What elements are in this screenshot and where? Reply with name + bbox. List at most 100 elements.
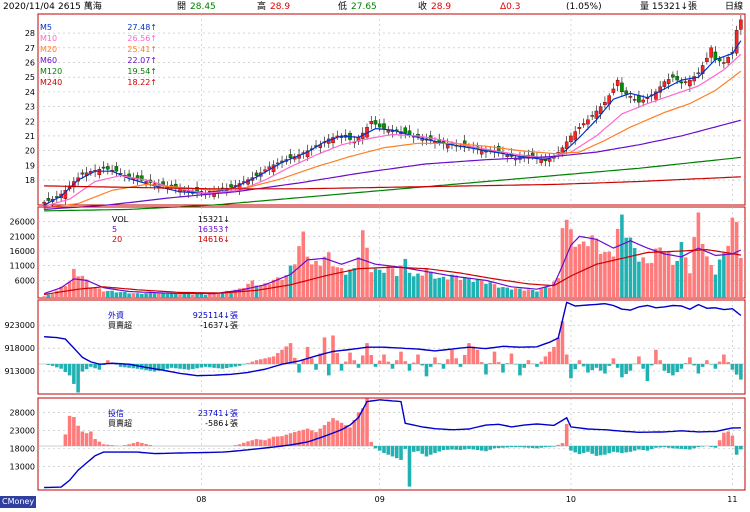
- volume-bar-up: [259, 285, 263, 298]
- sell-bar: [407, 446, 412, 487]
- flow-legend-name: 買賣超: [108, 320, 132, 330]
- buy-bar: [437, 363, 442, 364]
- candle-down: [229, 184, 233, 188]
- sell-bar: [165, 364, 170, 369]
- buy-bar: [331, 335, 335, 364]
- sell-bar: [377, 446, 382, 451]
- candle-up: [632, 99, 637, 101]
- sell-bar: [93, 364, 97, 369]
- sell-bar: [80, 364, 85, 372]
- buy-bar: [67, 415, 72, 446]
- candle-down: [496, 145, 501, 153]
- candle-up: [586, 119, 590, 125]
- buy-bar: [726, 431, 730, 446]
- candle-up: [569, 135, 573, 143]
- volume-bar-up: [730, 217, 735, 298]
- volume-bar-down: [182, 293, 187, 298]
- volume-bar-up: [560, 228, 565, 298]
- volume-bar-up: [322, 256, 327, 298]
- legend-m5-value: 27.48↑: [127, 23, 157, 32]
- sell-bar: [178, 364, 182, 369]
- volume-bar-down: [229, 291, 233, 298]
- volume-bar-down: [203, 294, 208, 298]
- buy-bar: [276, 436, 280, 446]
- volume-bar-down: [496, 287, 501, 298]
- buy-bar: [360, 408, 365, 446]
- volume-bar-down: [394, 276, 399, 298]
- sell-bar: [428, 446, 433, 455]
- buy-bar: [326, 421, 331, 446]
- panel-0-ytick: 18: [25, 176, 35, 185]
- sell-bar: [479, 446, 484, 451]
- sell-bar: [611, 446, 616, 452]
- sell-bar: [509, 446, 514, 448]
- sell-bar: [603, 364, 607, 374]
- sell-bar: [492, 446, 497, 449]
- volume-bar-up: [390, 268, 395, 298]
- buy-bar: [63, 434, 68, 446]
- buy-bar: [556, 337, 560, 364]
- buy-bar: [267, 357, 272, 364]
- sell-bar: [539, 446, 543, 448]
- volume-bar-up: [607, 251, 611, 298]
- sell-bar: [696, 364, 701, 374]
- sell-bar: [174, 364, 178, 369]
- legend-m60-value: 22.07↑: [127, 56, 157, 65]
- volume-bar-up: [297, 246, 301, 298]
- sell-bar: [641, 446, 645, 451]
- buy-bar: [271, 356, 276, 364]
- sell-bar: [182, 364, 187, 370]
- volume-bar-down: [144, 293, 148, 298]
- panel-3-ytick: 13000: [10, 463, 35, 472]
- sell-bar: [411, 446, 416, 452]
- volume-bar-down: [118, 292, 123, 298]
- candle-down: [620, 82, 624, 93]
- buy-bar: [267, 438, 272, 446]
- volume-bar-down: [713, 274, 718, 298]
- buy-bar: [365, 398, 369, 446]
- volume-bar-up: [360, 230, 365, 298]
- volume-bar-down: [195, 294, 199, 298]
- candle-down: [106, 166, 110, 170]
- sell-bar: [152, 364, 157, 372]
- volume-value: 量 15321↓張: [640, 2, 698, 12]
- volume-bar-down: [174, 293, 178, 298]
- sell-bar: [441, 446, 446, 451]
- volume-bar-down: [624, 237, 628, 298]
- sell-bar: [433, 446, 437, 453]
- buy-bar: [72, 417, 76, 446]
- legend-m10-value: 26.56↑: [127, 34, 157, 43]
- buy-bar: [80, 431, 85, 446]
- sell-bar: [399, 446, 403, 460]
- buy-bar: [131, 443, 136, 446]
- sell-bar: [552, 446, 556, 447]
- buy-bar: [352, 419, 357, 446]
- buy-bar: [288, 343, 293, 364]
- buy-bar: [471, 346, 476, 364]
- volume-bar-up: [93, 287, 97, 298]
- sell-bar: [157, 364, 161, 371]
- sell-bar: [628, 446, 633, 452]
- sell-bar: [441, 364, 446, 369]
- buy-bar: [144, 443, 148, 446]
- buy-bar: [637, 356, 641, 364]
- volume-bar-up: [577, 244, 582, 298]
- volume-bar-down: [632, 248, 637, 298]
- volume-bar-down: [530, 289, 535, 298]
- volume-bar-down: [637, 261, 641, 298]
- buy-bar: [560, 443, 565, 446]
- sell-bar: [467, 446, 471, 449]
- sell-bar: [63, 364, 68, 373]
- volume-bar-down: [411, 276, 416, 298]
- sell-bar: [526, 446, 531, 448]
- buy-bar: [726, 362, 730, 364]
- volume-bar-up: [284, 275, 289, 298]
- buy-bar: [467, 343, 471, 364]
- high-value: 28.9: [270, 2, 291, 12]
- candle-down: [140, 175, 144, 181]
- sell-bar: [297, 364, 301, 373]
- buy-bar: [450, 349, 454, 364]
- sell-bar: [590, 446, 594, 454]
- sell-bar: [522, 446, 526, 448]
- volume-bar-up: [216, 293, 221, 298]
